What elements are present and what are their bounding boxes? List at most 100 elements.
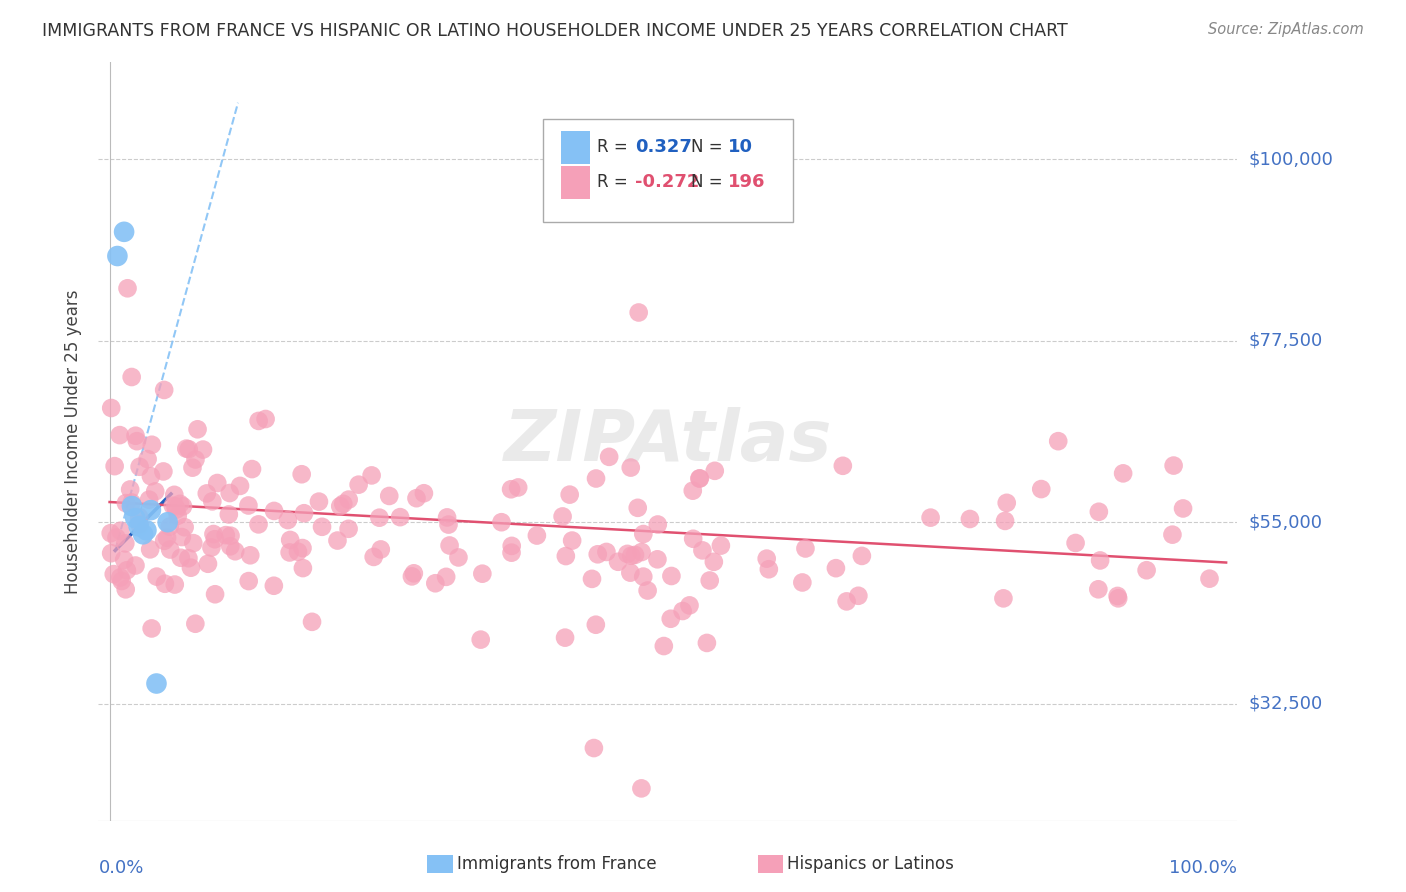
Point — [197, 557, 219, 571]
Point — [620, 460, 643, 475]
Point — [598, 450, 620, 464]
Point — [152, 465, 174, 479]
Point — [215, 528, 238, 542]
Point — [831, 458, 853, 473]
Point — [277, 513, 299, 527]
Point — [247, 414, 270, 428]
Point — [1087, 582, 1109, 597]
Point — [238, 574, 260, 588]
Point — [219, 539, 242, 553]
Point — [166, 508, 188, 523]
Point — [156, 515, 179, 529]
Point — [170, 530, 193, 544]
Text: $32,500: $32,500 — [1249, 695, 1323, 713]
Point — [291, 541, 314, 555]
Point — [624, 548, 647, 562]
Point — [278, 533, 301, 547]
Point — [851, 549, 873, 563]
Point — [108, 428, 131, 442]
Point — [287, 545, 309, 559]
Point — [159, 519, 181, 533]
FancyBboxPatch shape — [561, 130, 591, 164]
Point — [184, 616, 207, 631]
Point — [637, 583, 659, 598]
Point — [627, 500, 650, 515]
Point — [920, 510, 942, 524]
Point — [104, 459, 127, 474]
Point — [263, 579, 285, 593]
Point — [337, 492, 360, 507]
Point — [169, 497, 191, 511]
Point — [1112, 467, 1135, 481]
Point — [229, 479, 252, 493]
Point — [153, 383, 176, 397]
Point — [1171, 501, 1194, 516]
Point — [607, 555, 630, 569]
Point — [254, 412, 277, 426]
Point — [551, 509, 574, 524]
Point — [153, 576, 176, 591]
Text: N =: N = — [690, 138, 727, 156]
Point — [413, 486, 436, 500]
Point — [501, 546, 523, 560]
Point — [218, 508, 240, 522]
Point — [581, 572, 603, 586]
Point — [585, 617, 607, 632]
Point — [792, 575, 814, 590]
Point — [139, 503, 162, 517]
Point — [145, 569, 167, 583]
Point — [633, 569, 655, 583]
Point — [995, 496, 1018, 510]
Point — [172, 500, 194, 514]
Point — [218, 486, 240, 500]
Point — [633, 527, 655, 541]
Point — [292, 506, 315, 520]
Point — [363, 549, 385, 564]
Point — [180, 560, 202, 574]
Point — [1163, 458, 1185, 473]
Point — [181, 460, 204, 475]
Point — [128, 517, 150, 532]
Point — [240, 462, 263, 476]
Text: N =: N = — [690, 173, 727, 191]
Point — [112, 225, 135, 239]
Point — [405, 491, 427, 506]
Point — [370, 542, 392, 557]
Point — [582, 741, 605, 756]
Point — [647, 517, 669, 532]
Point — [128, 459, 150, 474]
Point — [682, 532, 704, 546]
Point — [1088, 505, 1111, 519]
Point — [163, 488, 186, 502]
Point — [1107, 591, 1129, 606]
Text: -0.272: -0.272 — [636, 173, 699, 191]
Point — [329, 499, 352, 513]
Text: 0.327: 0.327 — [636, 138, 692, 156]
Text: Hispanics or Latinos: Hispanics or Latinos — [787, 855, 955, 873]
Point — [165, 502, 187, 516]
Point — [128, 510, 150, 524]
Point — [652, 639, 675, 653]
Point — [994, 514, 1017, 528]
Y-axis label: Householder Income Under 25 years: Householder Income Under 25 years — [65, 289, 83, 594]
Point — [301, 615, 323, 629]
Point — [758, 562, 780, 576]
Point — [595, 545, 617, 559]
Point — [114, 536, 136, 550]
Point — [176, 442, 198, 456]
Point — [360, 468, 382, 483]
Point — [124, 558, 146, 573]
Point — [1064, 536, 1087, 550]
Point — [561, 533, 583, 548]
Point — [755, 551, 778, 566]
Text: Immigrants from France: Immigrants from France — [457, 855, 657, 873]
Point — [1107, 589, 1129, 603]
Point — [121, 370, 143, 384]
Point — [692, 543, 714, 558]
Point — [471, 566, 494, 581]
Point — [436, 510, 458, 524]
Point — [332, 497, 354, 511]
Point — [526, 528, 548, 542]
Text: 10: 10 — [728, 138, 754, 156]
Point — [1031, 482, 1053, 496]
